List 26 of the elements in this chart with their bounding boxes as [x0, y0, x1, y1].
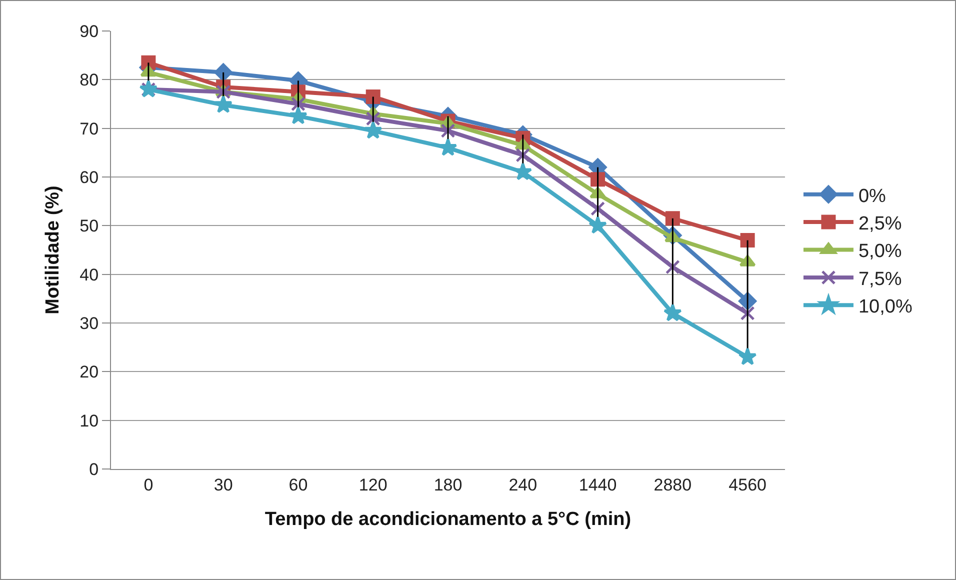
y-tick-label: 90	[80, 22, 99, 41]
x-tick-label: 180	[434, 475, 462, 494]
x-axis-title: Tempo de acondicionamento a 5°C (min)	[264, 509, 632, 530]
legend-label: 2,5%	[858, 213, 902, 234]
x-tick-label: 30	[214, 475, 233, 494]
x-tick-label: 2880	[654, 475, 692, 494]
legend-label: 5,0%	[858, 241, 902, 262]
x-tick-label: 120	[358, 475, 388, 494]
y-axis-title: Motilidade (%)	[42, 186, 64, 314]
y-tick-label: 0	[89, 460, 99, 479]
y-tick-label: 70	[80, 119, 99, 138]
x-tick-label: 4560	[728, 475, 766, 494]
y-tick-label: 50	[80, 216, 99, 236]
x-tick-label: 1440	[578, 475, 617, 494]
x-tick-label: 0	[144, 475, 154, 494]
y-tick-label: 20	[80, 362, 99, 382]
y-tick-label: 10	[80, 411, 99, 430]
y-tick-label: 30	[80, 314, 99, 333]
legend-label: 0%	[858, 186, 886, 207]
legend-label: 7,5%	[858, 268, 902, 290]
x-tick-label: 60	[288, 475, 308, 494]
x-tick-label: 240	[508, 475, 538, 494]
legend-label: 10,0%	[858, 296, 912, 318]
y-tick-label: 80	[80, 70, 99, 90]
y-tick-label: 40	[80, 265, 99, 284]
y-tick-label: 60	[80, 168, 99, 187]
